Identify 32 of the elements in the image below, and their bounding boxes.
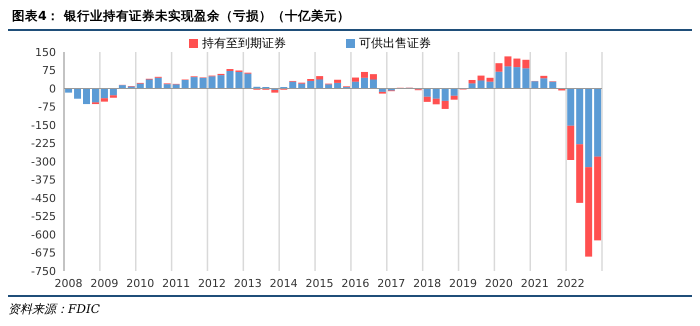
x-tick-label: 2018 bbox=[413, 276, 442, 290]
x-tick-label: 2015 bbox=[306, 276, 334, 290]
text: 资料来源：FDIC bbox=[8, 301, 101, 318]
y-tick-label: -675 bbox=[31, 246, 56, 260]
x-tick-label: 2020 bbox=[484, 276, 513, 290]
x-tick-label: 2009 bbox=[90, 276, 118, 290]
x-tick-label: 2017 bbox=[377, 276, 406, 290]
y-tick-label: 75 bbox=[42, 64, 56, 78]
x-tick-label: 2021 bbox=[520, 276, 549, 290]
y-tick-label: -750 bbox=[31, 264, 56, 278]
y-tick-label: 0 bbox=[49, 82, 56, 96]
x-tick-label: 2014 bbox=[270, 276, 298, 290]
legend-label: 可供出售证券 bbox=[359, 35, 431, 52]
y-tick-label: -75 bbox=[38, 100, 56, 114]
y-tick-label: -375 bbox=[31, 174, 56, 187]
y-tick-label: -600 bbox=[31, 228, 56, 242]
x-tick-label: 2019 bbox=[449, 276, 478, 290]
y-tick-label: -225 bbox=[31, 137, 56, 150]
legend-label: 持有至到期证券 bbox=[202, 35, 286, 52]
chart-title: 图表4： 银行业持有证券未实现盈余（亏损）（十亿美元） bbox=[8, 8, 692, 31]
x-tick-label: 2013 bbox=[234, 276, 262, 290]
y-tick-label: -300 bbox=[31, 155, 56, 168]
x-tick-label: 2012 bbox=[198, 276, 226, 290]
y-tick-label: -525 bbox=[31, 210, 56, 224]
y-tick-label: 150 bbox=[35, 46, 56, 59]
x-tick-label: 2008 bbox=[54, 276, 82, 290]
x-tick-label: 2022 bbox=[556, 276, 585, 290]
x-tick-label: 2011 bbox=[162, 276, 190, 290]
x-tick-label: 2010 bbox=[126, 276, 154, 290]
y-tick-label: -150 bbox=[31, 118, 56, 132]
y-tick-label: -450 bbox=[31, 192, 56, 205]
x-tick-label: 2016 bbox=[341, 276, 370, 290]
